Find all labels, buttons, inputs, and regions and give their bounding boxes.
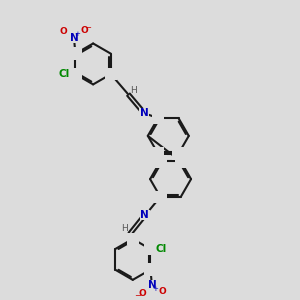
Bar (152, 147, 164, 160)
Text: Cl: Cl (156, 244, 167, 254)
Bar (144, 263, 157, 276)
Text: −: − (84, 23, 91, 32)
Text: +: + (153, 286, 158, 292)
Bar (69, 68, 82, 80)
Bar (58, 27, 69, 37)
Bar (147, 280, 157, 290)
Bar (140, 210, 150, 220)
Bar (136, 288, 148, 298)
Bar (105, 68, 117, 80)
Text: O: O (59, 27, 67, 36)
Text: +: + (75, 32, 81, 38)
Text: −: − (134, 292, 141, 300)
Bar (144, 243, 157, 255)
Bar (172, 147, 185, 160)
Text: N: N (148, 280, 156, 290)
Bar (57, 69, 73, 79)
Text: N: N (70, 33, 78, 43)
Bar (154, 190, 167, 203)
Text: Cl: Cl (59, 69, 70, 79)
Text: O: O (80, 26, 88, 35)
Bar (152, 112, 164, 124)
Bar (175, 155, 187, 168)
Text: O: O (159, 287, 167, 296)
Bar (127, 232, 139, 245)
Text: H: H (130, 85, 137, 94)
Text: N: N (140, 210, 149, 220)
Bar (69, 33, 79, 43)
Bar (78, 25, 90, 35)
Text: H: H (121, 224, 128, 233)
Bar (69, 47, 82, 60)
Bar (139, 108, 149, 118)
Text: N: N (140, 108, 148, 118)
Bar (154, 155, 167, 168)
Text: O: O (138, 289, 146, 298)
Bar (157, 286, 168, 297)
Bar (153, 244, 169, 254)
